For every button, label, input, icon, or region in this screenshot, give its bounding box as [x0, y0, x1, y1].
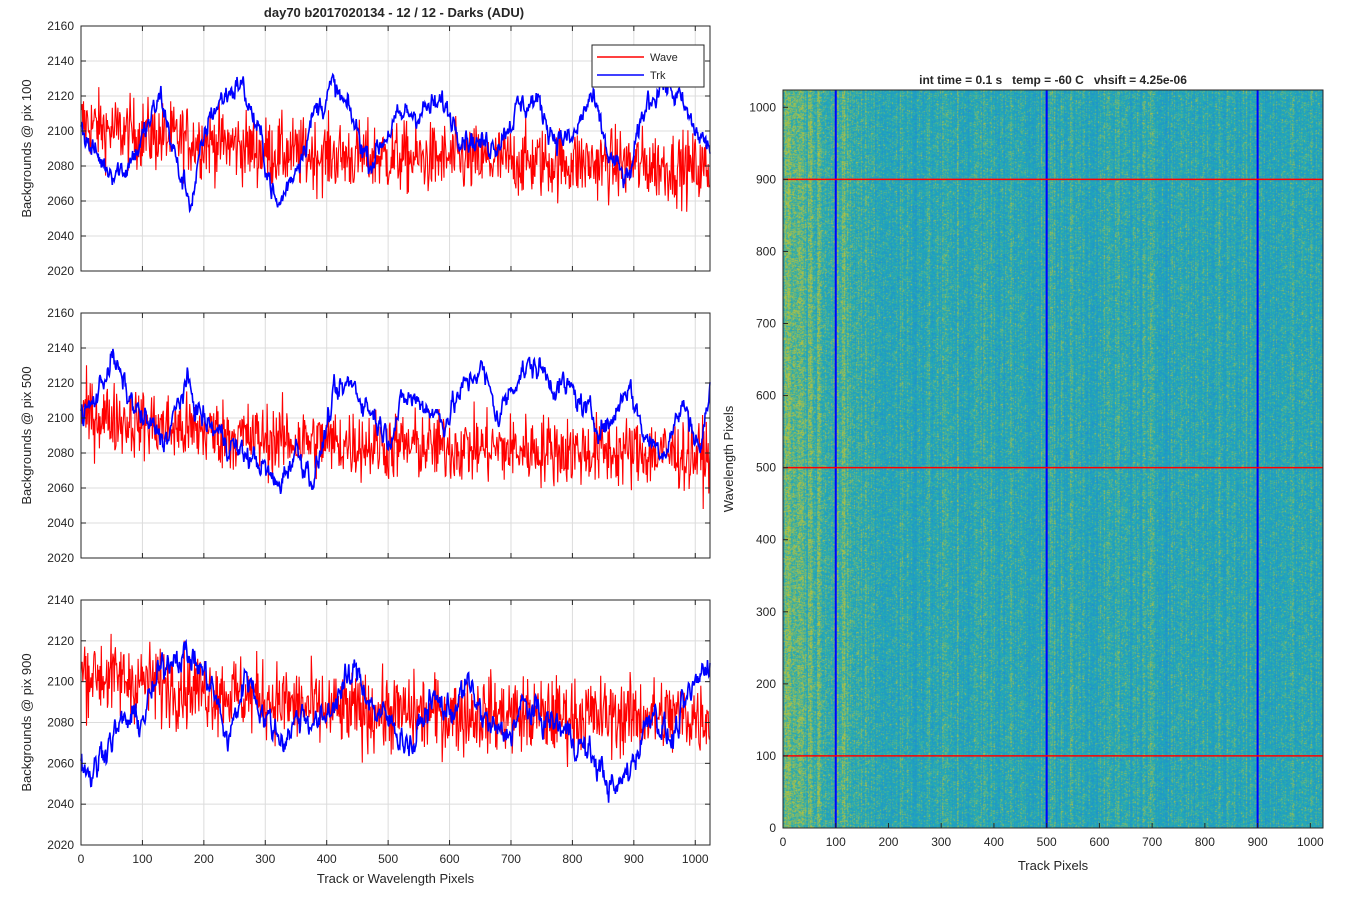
series-group: [80, 633, 711, 803]
y-axis-label: Backgrounds @ pix 900: [19, 653, 34, 791]
x-tick-label: 500: [378, 852, 398, 866]
x-tick-label: 100: [132, 852, 152, 866]
series-line-trk: [80, 638, 711, 803]
x-tick-label: 1000: [682, 852, 709, 866]
y-tick-label: 2020: [47, 838, 74, 852]
y-tick-label: 2040: [47, 797, 74, 811]
y-tick-label: 0: [769, 821, 776, 835]
y-tick-label: 400: [756, 533, 776, 547]
y-tick-label: 2080: [47, 159, 74, 173]
x-tick-label: 1000: [1297, 835, 1324, 849]
y-tick-label: 2100: [47, 124, 74, 138]
panel-pix-900: 0 100 200 300 400 500 600 700 800 900 1000 2020 2040…: [19, 593, 711, 886]
y-tick-label: 2060: [47, 481, 74, 495]
y-tick-label: 500: [756, 461, 776, 475]
y-tick-label: 1000: [749, 100, 776, 114]
x-tick-label: 0: [78, 852, 85, 866]
y-tick-label: 2100: [47, 675, 74, 689]
y-tick-label: 700: [756, 317, 776, 331]
y-tick-label: 2080: [47, 446, 74, 460]
series-line-wave: [80, 633, 711, 768]
y-tick-label: 2080: [47, 716, 74, 730]
y-tick-label: 2040: [47, 516, 74, 530]
y-tick-label: 2060: [47, 756, 74, 770]
series-group: [80, 348, 711, 510]
y-tick-label: 2020: [47, 264, 74, 278]
x-tick-label: 900: [624, 852, 644, 866]
legend: Wave Trk: [591, 44, 705, 88]
y-tick-label: 2140: [47, 54, 74, 68]
y-tick-label: 800: [756, 244, 776, 258]
ticks: 0 100 200 300 400 500 600 700 800 900 1000 0 100 200 3…: [749, 100, 1324, 849]
y-tick-label: 2160: [47, 306, 74, 320]
figure-title: day70 b2017020134 - 12 / 12 - Darks (ADU…: [264, 5, 524, 20]
x-tick-label: 400: [984, 835, 1004, 849]
series-line-trk: [80, 348, 711, 495]
y-tick-label: 2100: [47, 411, 74, 425]
legend-box: [591, 44, 705, 88]
heatmap-frame: [782, 89, 1324, 829]
y-tick-label: 900: [756, 172, 776, 186]
x-tick-label: 100: [826, 835, 846, 849]
y-tick-label: 200: [756, 677, 776, 691]
heatmap-image: [783, 90, 1323, 828]
x-tick-label: 800: [1195, 835, 1215, 849]
x-tick-label: 700: [501, 852, 521, 866]
series-line-wave: [80, 87, 711, 212]
x-tick-label: 900: [1248, 835, 1268, 849]
y-tick-label: 2160: [47, 19, 74, 33]
series-group: [80, 72, 711, 214]
y-tick-label: 2020: [47, 551, 74, 565]
series-line-wave: [80, 365, 711, 510]
plot-frame: [80, 25, 711, 272]
x-axis-label: Track Pixels: [1018, 858, 1089, 873]
y-tick-label: 300: [756, 605, 776, 619]
x-tick-label: 800: [562, 852, 582, 866]
heatmap-overlays: [783, 90, 1323, 828]
y-tick-label: 2060: [47, 194, 74, 208]
plot-frame: [80, 312, 711, 559]
legend-trk-label: Trk: [650, 70, 666, 82]
x-tick-label: 200: [878, 835, 898, 849]
x-tick-label: 700: [1142, 835, 1162, 849]
x-tick-label: 300: [931, 835, 951, 849]
x-tick-label: 200: [194, 852, 214, 866]
y-axis-label: Backgrounds @ pix 100: [19, 79, 34, 217]
y-axis-label: Wavelength Pixels: [721, 405, 736, 512]
x-tick-label: 0: [780, 835, 787, 849]
heatmap-raster: [783, 90, 1323, 828]
x-tick-label: 500: [1037, 835, 1057, 849]
x-tick-label: 600: [440, 852, 460, 866]
y-tick-label: 2140: [47, 593, 74, 607]
ticks: 0 100 200 300 400 500 600 700 800 900 1000 2020 2040…: [47, 593, 710, 866]
x-tick-label: 600: [1089, 835, 1109, 849]
y-tick-label: 2120: [47, 634, 74, 648]
y-tick-label: 2040: [47, 229, 74, 243]
series-line-trk: [80, 72, 711, 214]
y-axis-label: Backgrounds @ pix 500: [19, 366, 34, 504]
ticks: 2020 2040 2060 2080 2100 2120 2140 2160: [47, 19, 710, 278]
x-tick-label: 300: [255, 852, 275, 866]
heatmap-title: int time = 0.1 s temp = -60 C vhsift = 4…: [919, 73, 1187, 87]
panel-pix-100: 2020 2040 2060 2080 2100 2120 2140 2160 Backgro…: [19, 19, 711, 278]
y-tick-label: 2120: [47, 376, 74, 390]
panel-pix-500: 2020 2040 2060 2080 2100 2120 2140 2160 Backgro…: [19, 306, 711, 565]
legend-wave-label: Wave: [650, 52, 678, 64]
x-tick-label: 400: [317, 852, 337, 866]
y-tick-label: 2140: [47, 341, 74, 355]
y-tick-label: 100: [756, 749, 776, 763]
y-tick-label: 600: [756, 389, 776, 403]
ticks: 2020 2040 2060 2080 2100 2120 2140 2160: [47, 306, 710, 565]
x-axis-label: Track or Wavelength Pixels: [317, 871, 475, 886]
y-tick-label: 2120: [47, 89, 74, 103]
panel-heatmap: int time = 0.1 s temp = -60 C vhsift = 4…: [721, 73, 1324, 873]
